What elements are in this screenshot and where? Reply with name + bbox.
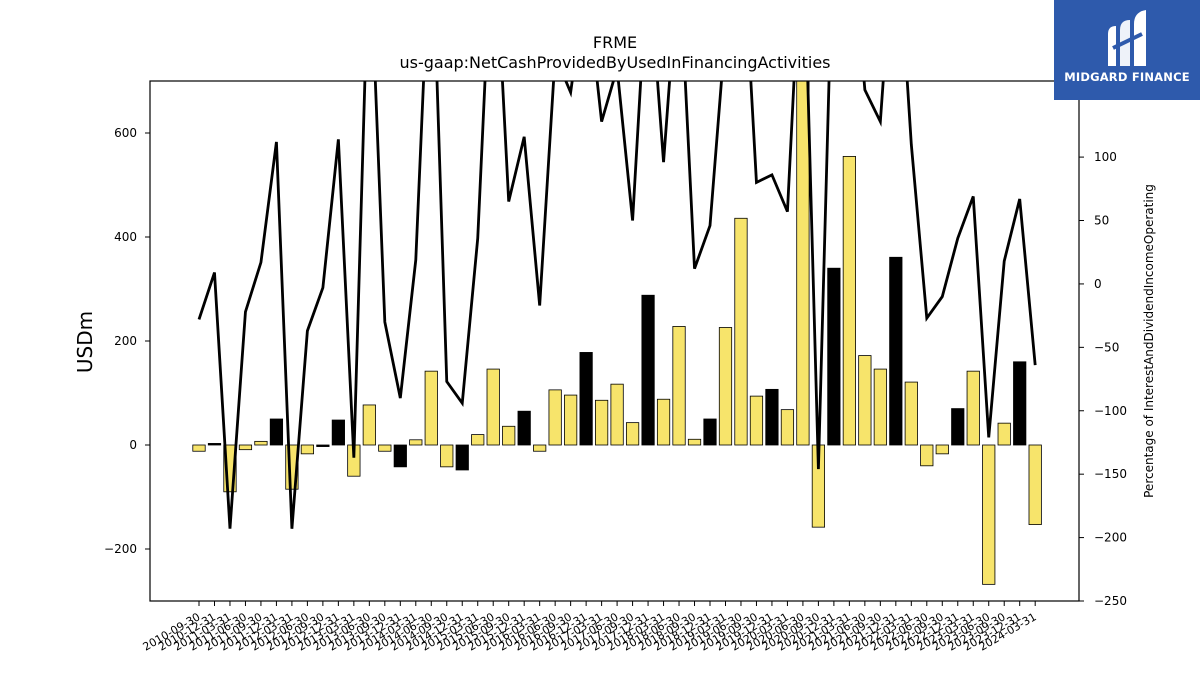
bar-2014-09-30 bbox=[440, 444, 454, 468]
y-tick-label: 600 bbox=[114, 126, 137, 140]
bar-2021-06-30 bbox=[858, 355, 872, 446]
y2-tick-label: 100 bbox=[1094, 150, 1117, 164]
bar-2016-12-31 bbox=[579, 352, 593, 446]
bar-2020-12-31 bbox=[827, 267, 841, 446]
y-tick-label: 400 bbox=[114, 230, 137, 244]
bar-2023-09-30 bbox=[997, 422, 1011, 446]
bar-2017-09-30 bbox=[625, 422, 640, 446]
bar-2015-03-31 bbox=[471, 434, 485, 446]
bar-2013-06-30 bbox=[362, 404, 376, 446]
bar-2023-06-30 bbox=[982, 444, 996, 585]
bar-2021-09-30 bbox=[873, 368, 887, 446]
bar-2021-03-31 bbox=[842, 155, 856, 446]
bar-2019-12-31 bbox=[765, 388, 779, 446]
bar-2011-12-31 bbox=[269, 418, 284, 446]
y2-tick-label: −100 bbox=[1094, 404, 1127, 418]
bar-2018-03-31 bbox=[656, 398, 671, 446]
bar-2023-12-31 bbox=[1013, 361, 1027, 446]
line-series bbox=[197, 81, 1037, 529]
bar-2019-06-30 bbox=[734, 217, 748, 446]
brand-name: MIDGARD FINANCE bbox=[1064, 70, 1190, 84]
x-axis-ticks: 2010-09-302010-12-312011-03-312011-06-30… bbox=[141, 601, 1039, 654]
y-axis-label: USDm bbox=[73, 311, 97, 373]
right-axis-ticks: −250 −200 −150 −100 −50 0 50 100 bbox=[1079, 150, 1127, 608]
bar-series bbox=[192, 81, 1042, 585]
chart-title: FRME bbox=[593, 33, 637, 52]
y-tick-label: 0 bbox=[129, 438, 137, 452]
bar-2016-03-31 bbox=[533, 444, 547, 452]
bar-2010-12-31 bbox=[207, 443, 222, 446]
bar-2022-12-31 bbox=[951, 408, 965, 446]
bar-2020-06-30 bbox=[796, 81, 810, 446]
bar-2021-12-31 bbox=[889, 256, 903, 446]
bar-2018-12-31 bbox=[703, 418, 717, 446]
y2-tick-label: −200 bbox=[1094, 531, 1127, 545]
bar-2013-12-31 bbox=[393, 444, 407, 468]
bar-2015-09-30 bbox=[502, 425, 516, 446]
bar-2022-09-30 bbox=[935, 444, 949, 455]
bar-2014-06-30 bbox=[424, 370, 438, 446]
ratio-line bbox=[197, 81, 1037, 529]
bar-2015-12-31 bbox=[517, 410, 531, 446]
y2-tick-label: −50 bbox=[1094, 340, 1119, 354]
bar-2016-06-30 bbox=[548, 389, 562, 446]
bar-2012-12-31 bbox=[331, 419, 345, 446]
bar-2011-09-30 bbox=[254, 440, 268, 446]
midgard-logo-icon bbox=[1108, 10, 1146, 66]
bar-2024-03-31 bbox=[1028, 444, 1042, 525]
bar-2020-03-31 bbox=[780, 409, 795, 446]
y2-tick-label: −150 bbox=[1094, 467, 1127, 481]
bar-2018-06-30 bbox=[672, 326, 686, 446]
bar-2011-06-30 bbox=[238, 444, 253, 451]
bar-2017-03-31 bbox=[595, 399, 609, 446]
bar-2023-03-31 bbox=[966, 370, 980, 446]
bar-2010-09-30 bbox=[192, 444, 206, 452]
brand-logo: MIDGARD FINANCE bbox=[1054, 0, 1200, 100]
bar-2018-09-30 bbox=[687, 438, 702, 446]
bar-2014-03-31 bbox=[409, 439, 423, 446]
bar-2016-09-30 bbox=[564, 394, 578, 446]
bar-2019-09-30 bbox=[749, 395, 764, 446]
bar-2022-06-30 bbox=[920, 444, 934, 467]
bar-2014-12-31 bbox=[455, 444, 469, 471]
plot-frame bbox=[149, 80, 1080, 602]
y2-axis-label: Percentage of InterestAndDividendIncomeO… bbox=[1142, 184, 1156, 498]
left-axis-ticks: −200 0 200 400 600 bbox=[104, 126, 150, 556]
y2-tick-label: −250 bbox=[1094, 594, 1127, 608]
bar-2017-06-30 bbox=[610, 383, 624, 446]
bar-2022-03-31 bbox=[904, 381, 918, 446]
y2-tick-label: 0 bbox=[1094, 277, 1102, 291]
y-tick-label: 200 bbox=[114, 334, 137, 348]
bar-2019-03-31 bbox=[718, 327, 733, 446]
bar-2017-12-31 bbox=[641, 294, 655, 446]
bar-2012-09-30 bbox=[316, 444, 330, 447]
bar-2013-09-30 bbox=[378, 444, 392, 452]
y2-tick-label: 50 bbox=[1094, 214, 1109, 228]
y-tick-label: −200 bbox=[104, 542, 137, 556]
bar-2012-06-30 bbox=[300, 444, 314, 455]
bar-2015-06-30 bbox=[486, 368, 500, 446]
chart-subtitle: us-gaap:NetCashProvidedByUsedInFinancing… bbox=[399, 53, 830, 72]
